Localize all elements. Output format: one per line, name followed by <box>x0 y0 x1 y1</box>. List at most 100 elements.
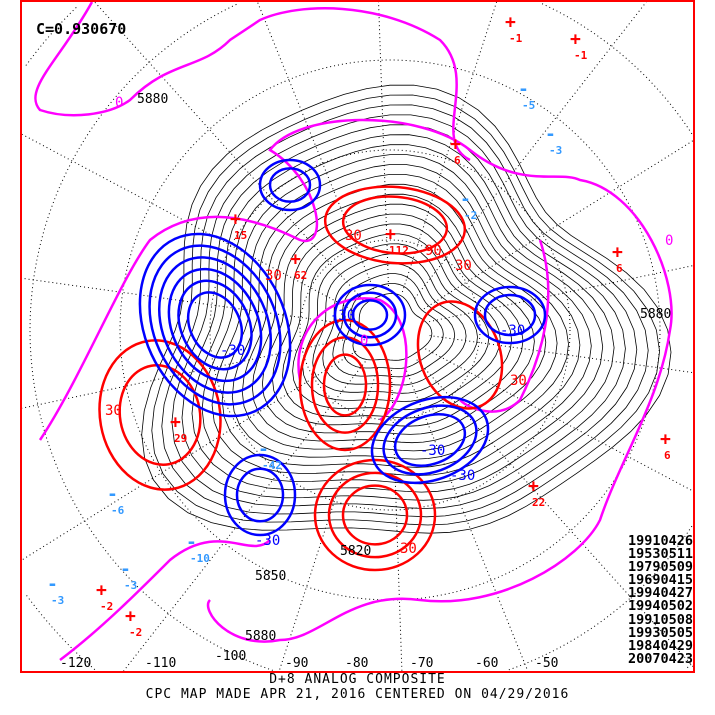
plus-marker: + <box>125 606 136 627</box>
height-contour <box>141 84 672 534</box>
positive-anomaly-contour <box>341 195 449 255</box>
positive-anomaly-contour <box>310 336 380 434</box>
analog-date: 19940427 <box>627 585 693 602</box>
anomaly-center-value: -3 <box>51 594 64 607</box>
height-contour-label: 5880 <box>137 92 168 107</box>
meridian-line <box>423 140 694 310</box>
meridian-line <box>429 335 694 374</box>
zero-anomaly-contour <box>34 1 471 162</box>
longitude-label: -100 <box>215 649 246 664</box>
height-contour <box>241 183 558 452</box>
minus-marker: - <box>120 559 131 580</box>
plus-marker: + <box>528 476 539 497</box>
negative-contour-label: -30 <box>255 533 280 549</box>
anomaly-center-value: 6 <box>664 449 671 462</box>
zero-anomaly-contour <box>38 118 673 643</box>
latitude-circle <box>209 149 571 511</box>
meridian-line <box>94 1 364 301</box>
latitude-circle <box>119 59 661 601</box>
anomaly-center-value: -2 <box>100 600 113 613</box>
plus-marker: + <box>385 224 396 245</box>
negative-anomaly-contour <box>167 267 263 383</box>
positive-anomaly-contour <box>341 484 409 546</box>
plus-marker: + <box>230 209 241 230</box>
negative-anomaly-contour <box>223 453 297 537</box>
height-contour <box>151 94 661 526</box>
meridian-line <box>429 265 694 323</box>
analog-date: 19910508 <box>627 611 693 628</box>
minus-marker: - <box>518 79 529 100</box>
anomaly-center-value: -5 <box>522 99 535 112</box>
contour-labels: 5880588058805850582030303030309030-30-30… <box>105 92 673 644</box>
height-contour <box>191 134 615 493</box>
plus-marker: + <box>170 412 181 433</box>
negative-anomaly-contour <box>138 232 292 418</box>
positive-anomaly-contour <box>313 458 437 572</box>
anomaly-center-value: 22 <box>532 496 545 509</box>
longitude-label: -80 <box>345 656 368 671</box>
anomaly-center-value: -1 <box>509 32 523 45</box>
analog-date: 19940502 <box>627 598 693 615</box>
positive-contour-label: 30 <box>105 403 122 419</box>
longitude-label: -60 <box>475 656 498 671</box>
zero-contour-label: 0 <box>665 233 673 249</box>
positive-anomaly-contour <box>323 185 467 265</box>
negative-anomaly-contour <box>393 413 467 467</box>
negative-anomaly-contour <box>186 291 244 359</box>
minus-marker: - <box>545 124 556 145</box>
height-contour <box>352 292 433 361</box>
height-contour <box>282 223 513 419</box>
minus-marker: - <box>186 532 197 553</box>
anomaly-center-value: -2 <box>129 626 142 639</box>
height-contour <box>231 174 569 460</box>
plus-marker: + <box>570 29 581 50</box>
longitude-label: -90 <box>285 656 308 671</box>
negative-contour-label: -30 <box>500 323 525 339</box>
map-title: D+8 ANALOG COMPOSITE <box>269 672 446 687</box>
negative-anomaly-contour <box>157 256 273 394</box>
correlation-label: C=0.930670 <box>36 20 127 38</box>
analog-date: 19530511 <box>627 546 693 563</box>
negative-anomaly-contour <box>342 291 398 339</box>
negative-anomaly-contour <box>370 395 490 485</box>
minus-marker: - <box>107 484 118 505</box>
negative-contour-label: -30 <box>450 468 475 484</box>
analog-date: 19930505 <box>627 624 693 641</box>
negative-anomaly-contour <box>382 404 478 476</box>
plus-marker: + <box>612 242 623 263</box>
meridian-line <box>21 350 357 561</box>
height-contour <box>322 263 467 386</box>
meridian-line <box>21 277 351 325</box>
minus-marker: - <box>460 189 471 210</box>
height-contours <box>141 84 672 534</box>
negative-anomaly-contour <box>351 299 389 331</box>
analog-date: 19910426 <box>627 533 693 549</box>
longitude-labels: -120 -110 -100 -90 -80 -70 -60 -50 <box>60 649 558 671</box>
positive-contour-label: 90 <box>425 243 442 259</box>
analog-date: 20070423 <box>627 650 693 667</box>
height-contour <box>312 253 478 394</box>
height-contour-label: 5820 <box>340 544 371 559</box>
analog-date: 19840429 <box>627 637 693 654</box>
zero-contour-label: 0 <box>360 333 368 349</box>
meridian-line <box>257 1 376 294</box>
positive-contour-label: 30 <box>265 268 282 284</box>
anomaly-center-value: -3 <box>124 579 137 592</box>
zero-contour-label: 0 <box>115 95 123 111</box>
positive-anomaly-contour <box>118 364 202 466</box>
anomaly-center-value: -42 <box>262 459 282 472</box>
minus-marker: - <box>258 439 269 460</box>
negative-contour-label: -30 <box>330 308 355 324</box>
negative-anomaly-contour <box>483 293 537 337</box>
height-contour-label: 5850 <box>255 569 286 584</box>
anomaly-center-value: 112 <box>389 244 409 257</box>
anomaly-center-value: 62 <box>294 269 307 282</box>
anomaly-center-value: -10 <box>190 552 210 565</box>
negative-contour-label: -30 <box>420 443 445 459</box>
positive-anomaly-contour <box>327 471 423 559</box>
zero-anomaly-contour <box>59 539 271 661</box>
longitude-label: -70 <box>410 656 433 671</box>
height-contour <box>302 243 490 402</box>
anomaly-center-value: -3 <box>549 144 562 157</box>
negative-contour-label: -30 <box>220 343 245 359</box>
